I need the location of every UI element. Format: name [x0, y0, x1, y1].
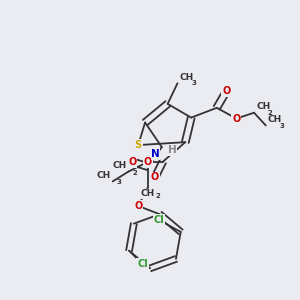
- Text: CH: CH: [112, 160, 126, 169]
- Text: 2: 2: [132, 169, 137, 175]
- Text: Cl: Cl: [137, 260, 148, 269]
- Text: H: H: [168, 145, 176, 155]
- Text: 3: 3: [280, 123, 284, 129]
- Text: O: O: [134, 201, 142, 211]
- Text: CH: CH: [268, 116, 282, 124]
- Text: N: N: [151, 149, 160, 159]
- Text: O: O: [222, 86, 231, 96]
- Text: 2: 2: [268, 110, 272, 116]
- Text: S: S: [135, 140, 142, 150]
- Text: O: O: [144, 157, 152, 167]
- Text: CH: CH: [141, 189, 155, 198]
- Text: CH: CH: [97, 171, 111, 180]
- Text: O: O: [128, 157, 136, 167]
- Text: O: O: [151, 172, 159, 182]
- Text: 3: 3: [191, 80, 196, 86]
- Text: 2: 2: [156, 193, 160, 199]
- Text: Cl: Cl: [154, 215, 164, 225]
- Text: CH: CH: [256, 102, 270, 111]
- Text: 3: 3: [117, 179, 122, 185]
- Text: CH: CH: [179, 73, 194, 82]
- Text: O: O: [232, 114, 241, 124]
